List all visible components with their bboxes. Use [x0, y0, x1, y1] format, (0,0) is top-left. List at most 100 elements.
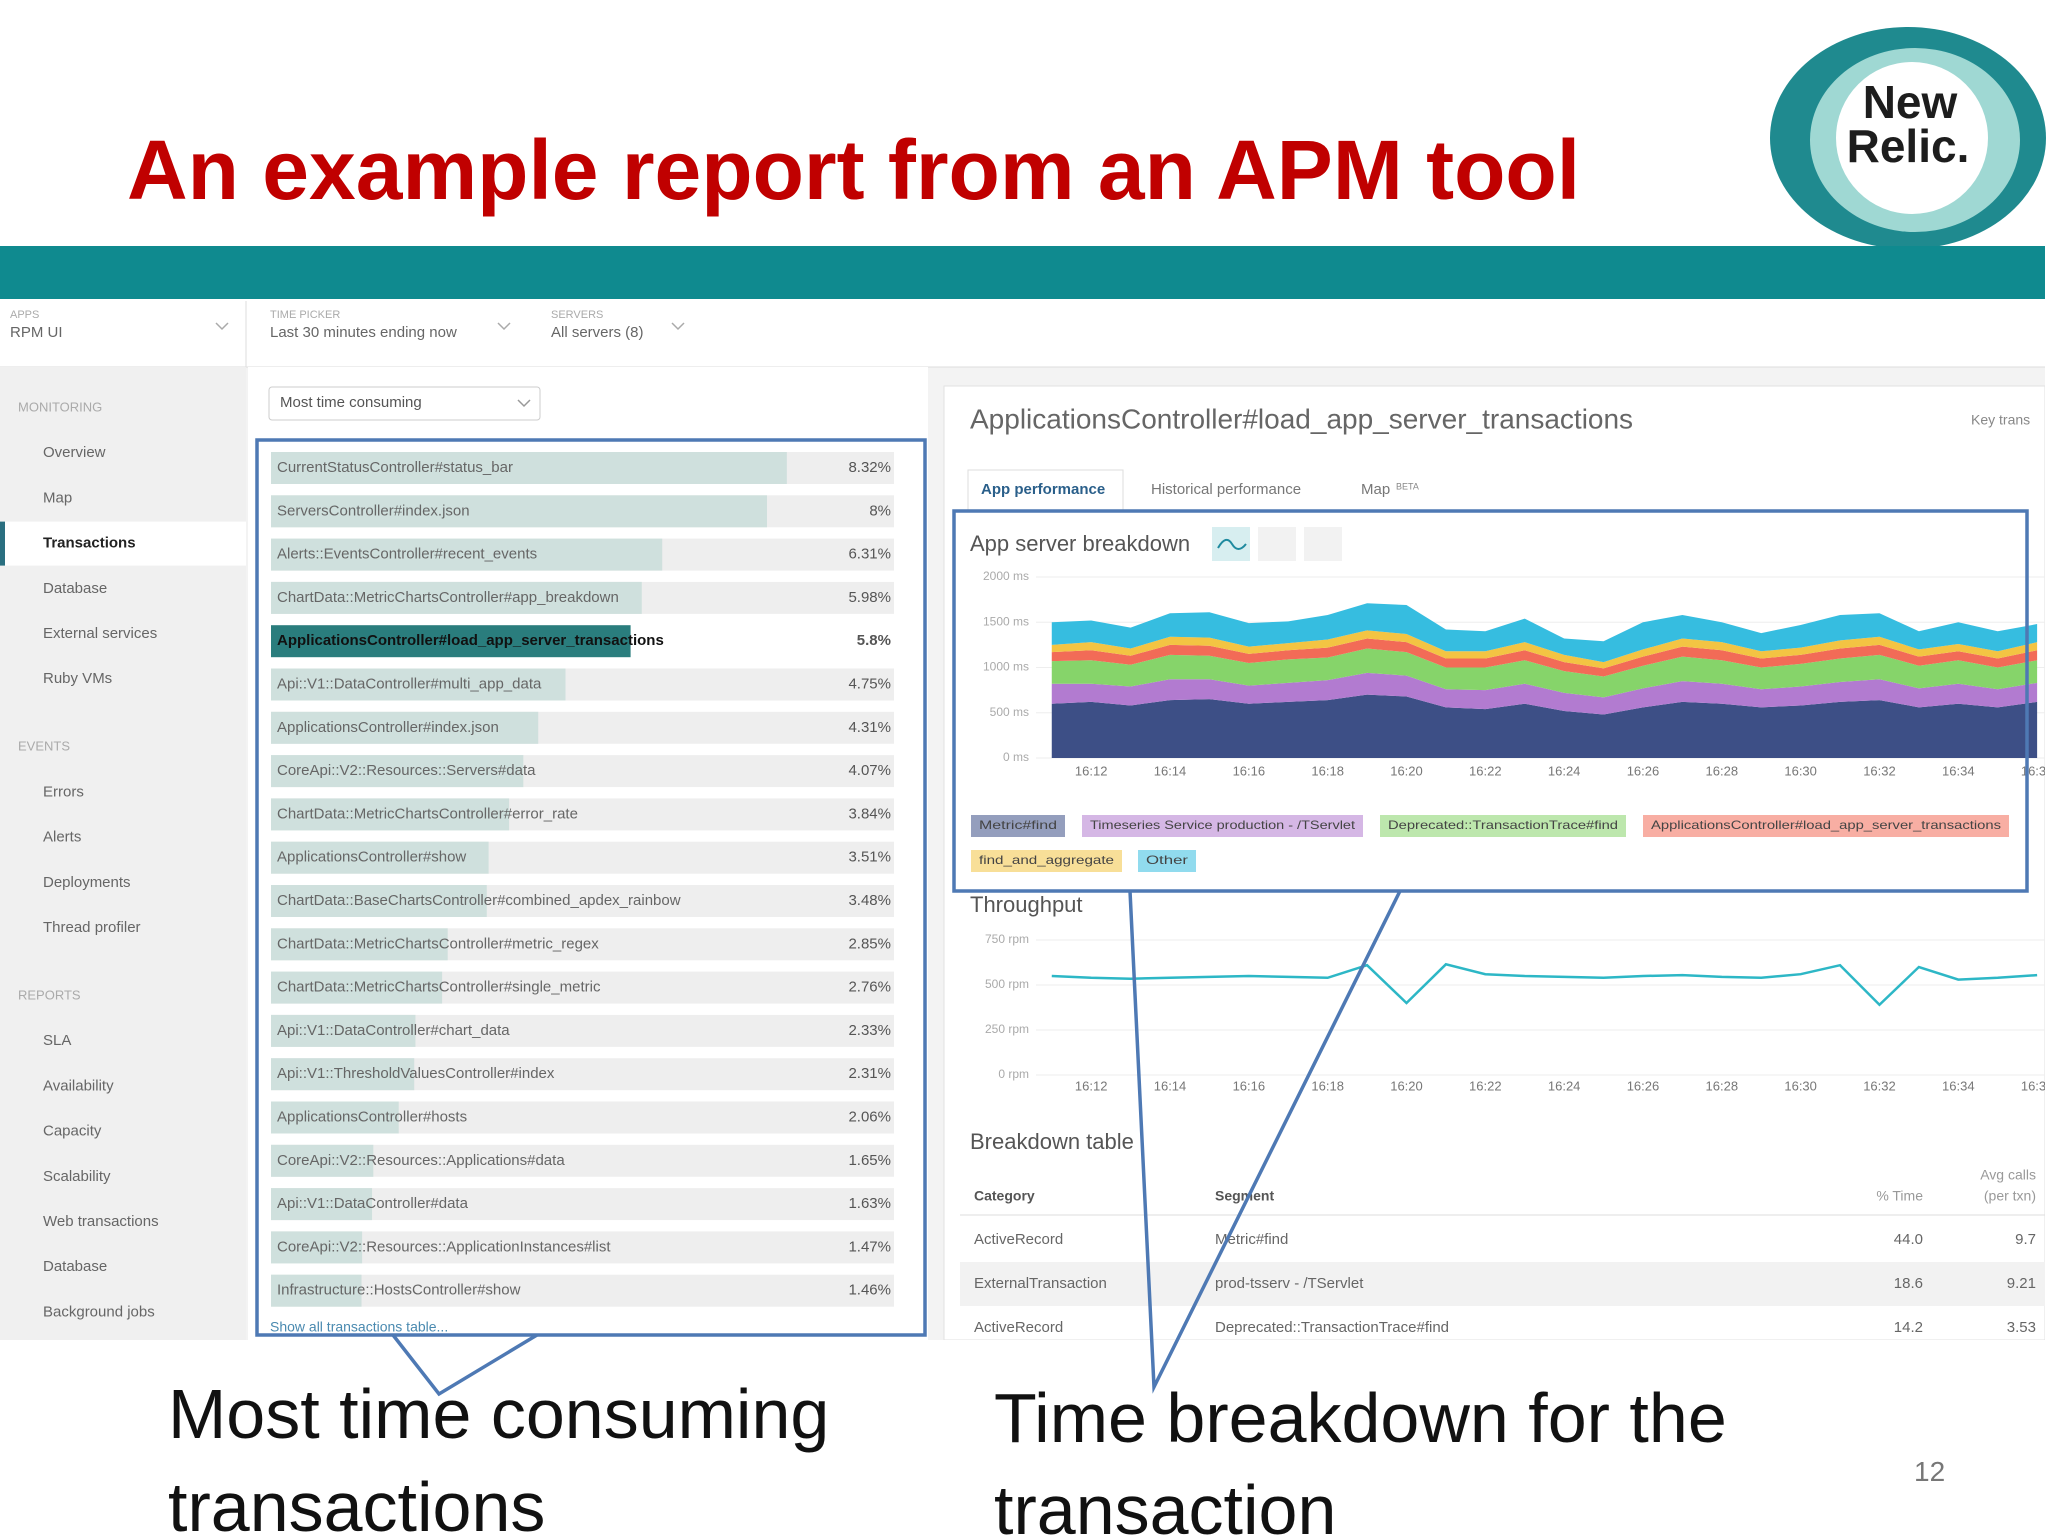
sidebar-item[interactable]: Deployments	[43, 874, 131, 891]
x-tick-label: 16:22	[1469, 1078, 1502, 1093]
sidebar-heading: EVENTS	[18, 739, 70, 754]
topbar-label: TIME PICKER	[270, 309, 340, 321]
x-tick-label: 16:36	[2021, 763, 2048, 778]
transaction-value: 2.33%	[848, 1022, 891, 1039]
transaction-name: ChartData::BaseChartsController#combined…	[277, 892, 681, 909]
transaction-value: 4.75%	[848, 675, 891, 692]
transaction-value: 6.31%	[848, 546, 891, 563]
transaction-value: 1.65%	[848, 1152, 891, 1169]
show-all-link[interactable]: Show all transactions table...	[270, 1319, 448, 1335]
filter-dropdown[interactable]	[268, 386, 541, 421]
y-tick-label: 2000 ms	[983, 569, 1029, 583]
table-cell: 18.6	[1894, 1275, 1923, 1292]
caption: transaction	[994, 1471, 1336, 1536]
transaction-name: Alerts::EventsController#recent_events	[277, 546, 537, 563]
sidebar-item[interactable]: Background jobs	[43, 1303, 155, 1320]
x-tick-label: 16:20	[1390, 1078, 1423, 1093]
y-tick-label: 0 ms	[1003, 750, 1029, 764]
detail-title: ApplicationsController#load_app_server_t…	[970, 403, 1633, 434]
sidebar-item[interactable]: Web transactions	[43, 1213, 159, 1230]
sidebar-item[interactable]: SLA	[43, 1032, 71, 1049]
topbar-chevrons	[215, 322, 685, 331]
sidebar-item[interactable]: Alerts	[43, 829, 81, 846]
table-cell: ActiveRecord	[974, 1231, 1063, 1248]
sidebar-item[interactable]: Scalability	[43, 1168, 111, 1185]
y-tick-label: 1500 ms	[983, 614, 1029, 628]
legend-label: Metric#find	[979, 818, 1057, 832]
chart-type-icon[interactable]	[1258, 527, 1296, 561]
slide-title: An example report from an APM tool	[127, 123, 1580, 217]
sidebar-item[interactable]: Availability	[43, 1077, 114, 1094]
sidebar-selected	[0, 521, 246, 566]
transaction-value: 2.85%	[848, 935, 891, 952]
x-tick-label: 16:26	[1627, 763, 1660, 778]
sidebar-item[interactable]: Database	[43, 1258, 107, 1275]
transaction-row[interactable]	[271, 1274, 894, 1307]
transaction-name: CoreApi::V2::Resources::ApplicationInsta…	[277, 1238, 611, 1255]
x-tick-label: 16:14	[1154, 763, 1187, 778]
table-header: (per txn)	[1984, 1188, 2036, 1204]
sidebar-item[interactable]: Ruby VMs	[43, 670, 112, 687]
x-tick-label: 16:32	[1863, 763, 1896, 778]
area-series	[1051, 603, 2038, 663]
transaction-name: ServersController#index.json	[277, 502, 470, 519]
sidebar-item[interactable]: Capacity	[43, 1123, 102, 1140]
tab[interactable]: Historical performance	[1151, 481, 1301, 498]
sidebar-item[interactable]: Thread profiler	[43, 919, 141, 936]
sidebar-heading: MONITORING	[18, 399, 102, 414]
legend-swatch[interactable]	[1138, 850, 1196, 872]
transaction-bar	[271, 841, 489, 874]
table-cell: ExternalTransaction	[974, 1275, 1107, 1292]
transaction-bar	[271, 495, 767, 528]
table-title: Breakdown table	[970, 1129, 1134, 1154]
transaction-name: CoreApi::V2::Resources::Applications#dat…	[277, 1152, 565, 1169]
sidebar-item[interactable]: Errors	[43, 783, 84, 800]
tab[interactable]: App performance	[981, 481, 1105, 498]
transaction-row[interactable]	[271, 1231, 894, 1264]
legend-label: Timeseries Service production - /TServle…	[1090, 818, 1356, 832]
topbar-label: SERVERS	[551, 309, 603, 321]
legend-label: ApplicationsController#load_app_server_t…	[1651, 818, 2001, 832]
sidebar-item[interactable]: Map	[43, 489, 72, 506]
beta-badge: BETA	[1396, 481, 1419, 491]
chart-type-icon[interactable]	[1304, 527, 1342, 561]
legend-swatch[interactable]	[971, 815, 1065, 837]
transaction-name: ChartData::MetricChartsController#error_…	[277, 805, 578, 822]
x-tick-label: 16:18	[1311, 1078, 1344, 1093]
transaction-bar	[271, 928, 448, 961]
transaction-row[interactable]	[271, 1144, 894, 1177]
transaction-value: 8%	[869, 502, 891, 519]
area-series	[1051, 638, 2038, 677]
topbar-value: Last 30 minutes ending now	[270, 324, 457, 341]
sidebar-item[interactable]: Overview	[43, 444, 106, 461]
sidebar-item[interactable]: Database	[43, 580, 107, 597]
tab[interactable]: Map	[1361, 481, 1390, 498]
transaction-value: 4.07%	[848, 762, 891, 779]
table-row-stripe	[960, 1262, 2045, 1306]
transaction-bar	[271, 668, 566, 701]
y-tick-label: 1000 ms	[983, 660, 1029, 674]
legend-swatch[interactable]	[971, 850, 1122, 872]
legend-swatch[interactable]	[1380, 815, 1626, 837]
legend-swatch[interactable]	[1082, 815, 1363, 837]
sidebar-item[interactable]: External services	[43, 625, 157, 642]
transaction-name: ApplicationsController#load_app_server_t…	[277, 632, 664, 649]
x-tick-label: 16:28	[1706, 763, 1739, 778]
topbar-label: APPS	[10, 309, 39, 321]
transaction-value: 2.31%	[848, 1065, 891, 1082]
transaction-bar	[271, 711, 539, 744]
caption: Most time consuming	[168, 1375, 829, 1453]
logo-text: New	[1863, 76, 1958, 128]
legend-swatch[interactable]	[1643, 815, 2009, 837]
sidebar-item[interactable]: Transactions	[43, 535, 136, 552]
transaction-value: 1.46%	[848, 1282, 891, 1299]
y-tick-label: 250 rpm	[985, 1022, 1029, 1036]
x-tick-label: 16:30	[1784, 1078, 1817, 1093]
transaction-bar	[271, 755, 524, 788]
transaction-row[interactable]	[271, 1188, 894, 1221]
x-tick-label: 16:14	[1154, 1078, 1187, 1093]
x-tick-label: 16:32	[1863, 1078, 1896, 1093]
transaction-bar	[271, 1231, 363, 1264]
chart-title: App server breakdown	[970, 531, 1190, 556]
